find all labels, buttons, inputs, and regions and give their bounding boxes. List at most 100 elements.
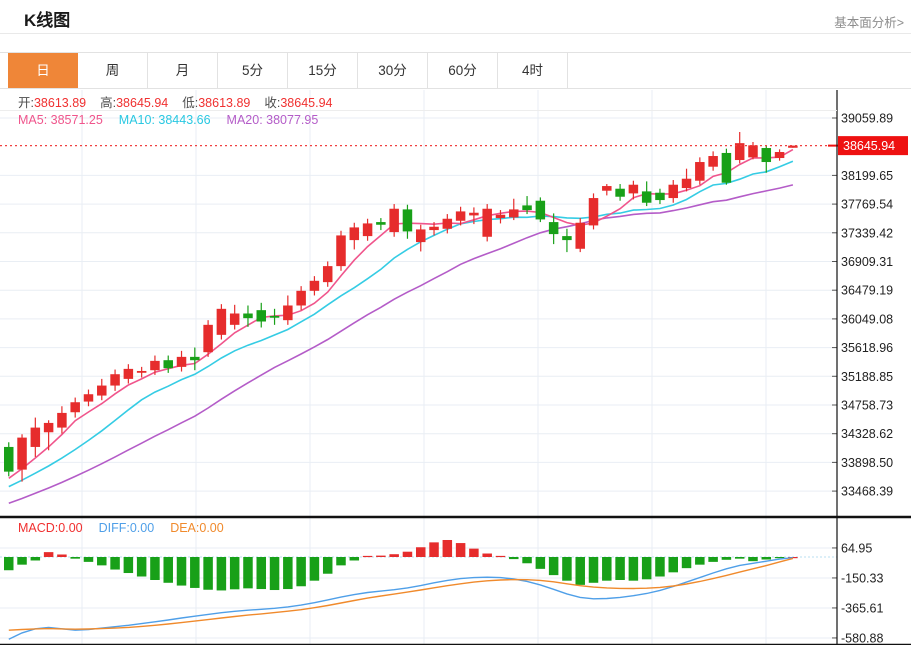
macd-histogram-bar	[163, 557, 173, 583]
candle-body	[575, 222, 585, 249]
tab-period-0[interactable]: 日	[8, 53, 78, 88]
tab-period-6[interactable]: 60分	[428, 53, 498, 88]
candle-body	[442, 218, 453, 229]
candlestick-chart-canvas[interactable]: 39059.89 38199.65 37769.54 37339.42 36909.31…	[0, 90, 911, 517]
candle-body	[681, 178, 692, 189]
macd-histogram-bar	[123, 557, 134, 574]
macd-histogram-bar	[110, 557, 120, 570]
candle-body	[482, 208, 492, 237]
macd-histogram-bar	[322, 557, 333, 574]
y-axis-tick-label: 34758.73	[841, 398, 893, 412]
macd-histogram-bar	[495, 555, 506, 558]
tab-period-3[interactable]: 5分	[218, 53, 288, 88]
macd-histogram-bar	[415, 547, 426, 557]
y-axis-tick-label: 38199.65	[841, 169, 893, 183]
macd-histogram-bar	[203, 557, 213, 590]
candle-body	[309, 280, 320, 291]
candle-body	[229, 313, 240, 325]
candle-body	[97, 385, 107, 396]
y-axis-tick-label: 36909.31	[841, 255, 893, 269]
macd-histogram-bar	[615, 557, 625, 580]
macd-histogram-bar	[522, 557, 532, 564]
candle-body	[455, 211, 466, 221]
candle-body	[429, 226, 439, 231]
candle-body	[469, 212, 479, 216]
candle-body	[548, 222, 559, 235]
macd-histogram-bar	[681, 557, 692, 569]
candle-body	[788, 145, 798, 148]
macd-histogram-bar	[57, 554, 67, 557]
candle-body	[176, 356, 187, 367]
y-axis-tick-label: 36049.08	[841, 312, 893, 326]
candle-body	[70, 402, 80, 413]
macd-histogram-bar	[30, 557, 41, 561]
candle-body	[655, 192, 665, 201]
macd-histogram-bar	[389, 554, 399, 557]
macd-histogram-bar	[150, 557, 160, 580]
macd-histogram-bar	[4, 557, 14, 571]
candle-body	[588, 198, 599, 226]
ma20-line	[8, 184, 794, 505]
macd-histogram-bar	[136, 557, 147, 577]
candle-body	[322, 266, 333, 283]
candle-body	[336, 235, 346, 267]
candle-body	[562, 236, 572, 241]
macd-histogram-bar	[349, 557, 360, 561]
candle-body	[57, 412, 67, 428]
candle-body	[389, 208, 399, 233]
y-axis-tick-label: 35618.96	[841, 341, 893, 355]
candle-body	[243, 313, 253, 319]
candle-body	[123, 368, 134, 379]
candle-body	[17, 437, 27, 470]
macd-histogram-bar	[641, 557, 652, 580]
candle-body	[163, 360, 173, 369]
tab-period-1[interactable]: 周	[78, 53, 148, 88]
y-axis-tick-label: 33898.50	[841, 456, 893, 470]
macd-histogram-bar	[774, 557, 785, 559]
candle-body	[256, 310, 267, 322]
candle-body	[203, 324, 213, 353]
macd-histogram-bar	[562, 557, 572, 581]
candle-body	[43, 422, 54, 433]
candle-body	[349, 227, 360, 241]
macd-histogram-bar	[429, 542, 439, 557]
y-axis-tick-label: 33468.39	[841, 485, 893, 499]
ma10-line	[8, 160, 794, 488]
y-axis-tick-label: 39059.89	[841, 112, 893, 126]
tab-period-4[interactable]: 15分	[288, 53, 358, 88]
tab-period-7[interactable]: 4时	[498, 53, 568, 88]
candle-body	[748, 145, 758, 158]
candle-body	[110, 374, 120, 386]
y-axis-tick-label: 35188.85	[841, 370, 893, 384]
macd-histogram-bar	[509, 557, 519, 560]
candle-body	[615, 188, 625, 197]
macd-histogram-bar	[190, 557, 200, 588]
macd-histogram-bar	[97, 557, 107, 566]
macd-axis-tick-label: -150.33	[841, 571, 883, 585]
candle-body	[83, 394, 94, 402]
macd-histogram-bar	[469, 548, 479, 557]
macd-histogram-bar	[588, 557, 599, 583]
ma5-line	[8, 148, 794, 479]
fundamental-analysis-link[interactable]: 基本面分析>	[834, 16, 904, 30]
macd-chart-canvas[interactable]: 64.95 -150.33 -365.61 -580.88	[0, 517, 911, 649]
macd-histogram-bar	[17, 557, 27, 565]
macd-histogram-bar	[309, 557, 320, 581]
macd-histogram-bar	[761, 557, 772, 560]
candle-body	[402, 209, 413, 232]
macd-histogram-bar	[708, 557, 718, 562]
macd-histogram-bar	[442, 539, 453, 557]
candle-body	[761, 148, 772, 163]
tab-period-2[interactable]: 月	[148, 53, 218, 88]
candle-body	[628, 184, 639, 194]
macd-histogram-bar	[748, 557, 758, 562]
y-axis-tick-label: 36479.19	[841, 284, 893, 298]
macd-histogram-bar	[628, 557, 639, 581]
page-title: K线图	[24, 11, 71, 30]
candle-body	[150, 360, 160, 371]
candle-body	[509, 209, 519, 218]
macd-histogram-bar	[734, 557, 745, 559]
tab-period-5[interactable]: 30分	[358, 53, 428, 88]
diff-line	[8, 557, 793, 640]
candle-body	[734, 143, 745, 161]
